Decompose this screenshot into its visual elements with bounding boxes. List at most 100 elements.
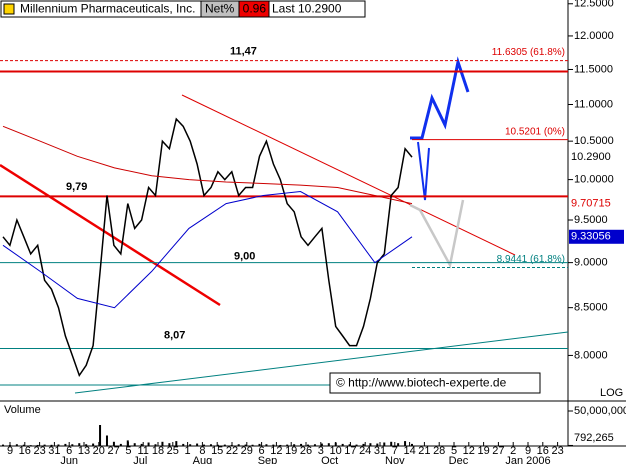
x-tick-label: 27 [492, 445, 504, 457]
volume-bar [64, 443, 67, 446]
volume-bar [272, 444, 275, 446]
volume-bar [196, 443, 199, 446]
volume-bar [369, 443, 372, 446]
volume-bar [404, 441, 407, 446]
trend-line [181, 94, 516, 256]
level-label: 8,07 [164, 329, 185, 341]
x-tick-label: 23 [551, 445, 563, 457]
volume-bar [203, 444, 206, 446]
level-label: 11,47 [230, 45, 257, 57]
header-last-box [268, 0, 366, 18]
y-tick-label: 10.5000 [574, 135, 614, 147]
volume-bar [105, 435, 108, 446]
x-tick-label: 5 [451, 445, 457, 457]
x-tick-label: 26 [300, 445, 312, 457]
volume-bar [390, 441, 393, 446]
x-tick-label: 17 [344, 445, 356, 457]
x-tick-label: 12 [270, 445, 282, 457]
x-tick-label: 15 [211, 445, 223, 457]
volume-bar [29, 445, 32, 446]
month-label: Aug [193, 455, 213, 464]
y-tick-label: 9.5000 [574, 214, 608, 226]
volume-bar [279, 444, 282, 446]
volume-bar [362, 443, 365, 446]
volume-tick-label: 792,265 [574, 432, 614, 444]
month-label: Oct [321, 455, 338, 464]
last-label-box [569, 196, 624, 211]
copyright: © http://www.biotech-experte.de [336, 376, 507, 390]
last-label-box [569, 150, 624, 165]
month-label: Nov [385, 455, 405, 464]
price-line [2, 117, 413, 378]
volume-bar [140, 443, 143, 446]
x-tick-label: 6 [66, 445, 72, 457]
fib-label: 11.6305 (61.8%) [492, 47, 565, 58]
volume-bar [286, 444, 289, 446]
volume-bar [161, 441, 164, 446]
volume-bar [411, 443, 413, 446]
projection-blue-thin [417, 141, 430, 201]
volume-bar [293, 444, 296, 446]
volume-bar [71, 444, 74, 446]
fib-label: 8.9441 (61.8%) [497, 254, 565, 265]
volume-bar [244, 444, 247, 446]
x-tick-label: 3 [318, 445, 324, 457]
volume-tick-label: 50,000,000 [574, 405, 626, 417]
y-tick-label: 11.0000 [574, 98, 613, 110]
volume-bar [15, 444, 18, 446]
volume-bar [182, 443, 185, 446]
x-tick-label: 9 [525, 445, 531, 457]
last-label: 9.70715 [571, 198, 611, 210]
last-label-box [569, 229, 624, 244]
header-icon [3, 3, 15, 15]
y-tick-label: 8.0000 [574, 349, 608, 361]
x-tick-label: 21 [418, 445, 430, 457]
x-tick-label: 1 [185, 445, 191, 457]
x-tick-label: 7 [392, 445, 398, 457]
x-tick-label: 22 [226, 445, 238, 457]
fib-label: 10.5201 (0%) [505, 126, 565, 137]
x-tick-label: 12 [463, 445, 475, 457]
x-tick-label: 11 [137, 445, 148, 457]
volume-bar [22, 444, 25, 446]
trend-line [74, 331, 569, 394]
volume-bar [92, 443, 95, 446]
level-label: 9,79 [66, 181, 87, 193]
moving-average [2, 190, 413, 309]
x-tick-label: 23 [33, 445, 45, 457]
y-tick-label: 9.0000 [574, 257, 608, 269]
month-label: Jun [60, 455, 78, 464]
header-net-value: 0.96 [243, 2, 267, 16]
volume-bar [355, 444, 358, 446]
volume-bar [147, 442, 150, 446]
volume-bar [2, 444, 4, 446]
volume-bar [154, 444, 157, 446]
month-label: Dec [449, 455, 469, 464]
volume-bar [265, 444, 268, 446]
x-tick-label: 28 [433, 445, 445, 457]
x-tick-label: 31 [374, 445, 386, 457]
volume-bar [126, 440, 129, 446]
x-tick-label: 13 [78, 445, 90, 457]
volume-bar [307, 444, 310, 446]
x-tick-label: 27 [107, 445, 119, 457]
x-tick-label: 8 [199, 445, 205, 457]
x-tick-label: 20 [93, 445, 105, 457]
x-tick-label: 16 [537, 445, 549, 457]
x-tick-label: 6 [259, 445, 265, 457]
x-tick-label: 18 [152, 445, 164, 457]
volume-bar [36, 444, 39, 446]
volume-bar [175, 441, 178, 446]
volume-bar [168, 443, 171, 446]
volume-bar [223, 444, 226, 446]
x-tick-label: 29 [241, 445, 253, 457]
volume-bar [397, 443, 400, 446]
header-name: Millennium Pharmaceuticals, Inc. [20, 2, 195, 16]
volume-bar [251, 444, 254, 446]
volume-bar [99, 425, 102, 446]
x-tick-label: 9 [7, 445, 13, 457]
volume-bar [237, 444, 240, 446]
x-tick-label: 16 [19, 445, 31, 457]
header-last-label: Last [272, 2, 295, 16]
header-last-value: 10.2900 [298, 2, 342, 16]
